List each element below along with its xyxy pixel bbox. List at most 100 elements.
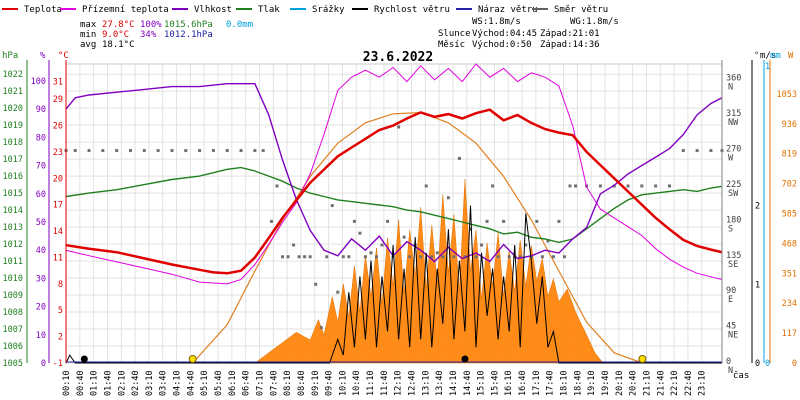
tick-time-19: 09:40 bbox=[325, 370, 335, 396]
wind-dir-point-34 bbox=[369, 251, 373, 255]
wind-dir-point-58 bbox=[502, 219, 506, 223]
wind-dir-point-18 bbox=[281, 255, 285, 259]
tick-hpa-15: 1020 bbox=[3, 104, 23, 114]
stats-moon-rise: Východ:0:50 bbox=[472, 40, 532, 50]
tick-temp-8: 23 bbox=[53, 148, 63, 158]
series-humidity bbox=[65, 83, 723, 263]
tick-pct-1: 10 bbox=[36, 331, 46, 341]
wind-dir-point-77 bbox=[654, 184, 658, 188]
wind-dir-point-7 bbox=[156, 149, 160, 153]
tick-compass-7: NW bbox=[728, 118, 739, 128]
wind-dir-point-6 bbox=[142, 149, 146, 153]
tick-temp-1: 2 bbox=[58, 333, 63, 343]
wind-dir-point-52 bbox=[468, 227, 472, 231]
tick-hpa-9: 1014 bbox=[3, 206, 23, 216]
wind-dir-point-41 bbox=[408, 255, 412, 259]
sun-moon-markers bbox=[80, 355, 647, 363]
tick-time-35: 17:40 bbox=[546, 370, 556, 396]
chart-title: 23.6.2022 bbox=[363, 50, 433, 65]
wind-dir-point-14 bbox=[253, 149, 257, 153]
stats-ws: WS:1.8m/s bbox=[472, 17, 521, 27]
tick-pct-2: 20 bbox=[36, 303, 46, 313]
tick-temp-3: 8 bbox=[58, 280, 63, 290]
tick-time-17: 08:40 bbox=[297, 370, 307, 396]
tick-pct-3: 30 bbox=[36, 274, 46, 284]
tick-wm2-4: 468 bbox=[782, 239, 797, 249]
tick-dir-0: 0 bbox=[726, 357, 731, 367]
legend-label-naraz: Náraz větru bbox=[478, 5, 538, 15]
wind-dir-point-29 bbox=[341, 255, 345, 259]
tick-hpa-6: 1011 bbox=[3, 257, 23, 267]
wind-dir-point-36 bbox=[380, 243, 384, 247]
tick-wm2-8: 936 bbox=[782, 120, 797, 130]
tick-compass-6: W bbox=[728, 154, 734, 164]
tick-hpa-7: 1012 bbox=[3, 240, 23, 250]
axis-unit-mm: mm bbox=[770, 51, 781, 61]
stats-min-press: 1012.1hPa bbox=[164, 30, 213, 40]
tick-time-12: 06:10 bbox=[228, 370, 238, 396]
tick-time-21: 10:40 bbox=[352, 370, 362, 396]
tick-time-27: 13:40 bbox=[435, 370, 445, 396]
tick-pct-4: 40 bbox=[36, 246, 46, 256]
tick-ms-0: 0 bbox=[755, 359, 760, 369]
legend-label-vlhkost: Vlhkost bbox=[194, 5, 232, 15]
stats-moon-set: Západ:14:36 bbox=[540, 40, 600, 50]
tick-time-41: 20:40 bbox=[629, 370, 639, 396]
wind-dir-point-64 bbox=[535, 219, 539, 223]
stats-avg-temp: 18.1°C bbox=[102, 40, 135, 50]
sun-marker-0 bbox=[188, 355, 197, 363]
tick-hpa-4: 1009 bbox=[3, 291, 23, 301]
wind-dir-point-20 bbox=[292, 243, 296, 247]
series-ground-temperature bbox=[65, 63, 723, 285]
legend-label-teplota: Teplota bbox=[24, 5, 62, 15]
tick-time-18: 09:10 bbox=[311, 370, 321, 396]
wind-dir-point-11 bbox=[211, 149, 215, 153]
wind-dir-point-3 bbox=[101, 149, 105, 153]
moon-marker-0 bbox=[80, 355, 88, 363]
tick-compass-5: SW bbox=[728, 189, 739, 199]
legend: Teplota Přízemní teplota Vlhkost Tlak Sr… bbox=[2, 5, 608, 15]
legend-label-prizemni: Přízemní teplota bbox=[82, 5, 169, 15]
wind-dir-point-49 bbox=[452, 255, 456, 259]
tick-mm-0: 0 bbox=[765, 359, 770, 369]
tick-time-45: 22:40 bbox=[684, 370, 694, 396]
tick-pct-7: 70 bbox=[36, 162, 46, 172]
stats-max-temp: 27.8°C bbox=[102, 20, 135, 30]
wind-dir-point-46 bbox=[435, 251, 439, 255]
tick-time-42: 21:10 bbox=[642, 370, 652, 396]
stats-sun-set: Západ:21:01 bbox=[540, 29, 600, 39]
series-temperature bbox=[65, 108, 723, 275]
tick-time-26: 13:10 bbox=[421, 370, 431, 396]
tick-hpa-12: 1017 bbox=[3, 155, 23, 165]
stats-sun-rise: Východ:04:45 bbox=[472, 29, 537, 39]
tick-dir-5: 225 bbox=[726, 180, 741, 190]
tick-hpa-2: 1007 bbox=[3, 325, 23, 335]
tick-temp-9: 26 bbox=[53, 122, 63, 132]
tick-hpa-13: 1018 bbox=[3, 138, 23, 148]
wind-dir-point-48 bbox=[446, 196, 450, 200]
tick-compass-1: NE bbox=[728, 331, 738, 341]
wind-dir-point-30 bbox=[347, 255, 351, 259]
wind-dir-point-45 bbox=[430, 255, 434, 259]
tick-time-1: 00:40 bbox=[76, 370, 86, 396]
tick-dir-8: 360 bbox=[726, 74, 741, 84]
tick-hpa-17: 1022 bbox=[3, 70, 23, 80]
tick-time-43: 21:40 bbox=[656, 370, 666, 396]
legend-label-rychlost: Rychlost větru bbox=[374, 5, 450, 15]
tick-dir-7: 315 bbox=[726, 109, 741, 119]
tick-time-6: 03:10 bbox=[145, 370, 155, 396]
tick-time-22: 11:10 bbox=[366, 370, 376, 396]
wind-dir-point-66 bbox=[546, 239, 550, 243]
wind-dir-point-35 bbox=[374, 255, 378, 259]
wind-dir-point-31 bbox=[352, 219, 356, 223]
wind-dir-point-73 bbox=[598, 184, 602, 188]
tick-hpa-0: 1005 bbox=[3, 359, 23, 369]
wind-dir-point-80 bbox=[695, 149, 699, 153]
tick-dir-3: 135 bbox=[726, 251, 741, 261]
tick-temp-11: 31 bbox=[53, 78, 63, 88]
tick-time-36: 18:10 bbox=[560, 370, 570, 396]
wind-dir-point-10 bbox=[198, 149, 202, 153]
wind-dir-point-55 bbox=[485, 219, 489, 223]
stats-min-temp: 9.0°C bbox=[102, 30, 129, 40]
